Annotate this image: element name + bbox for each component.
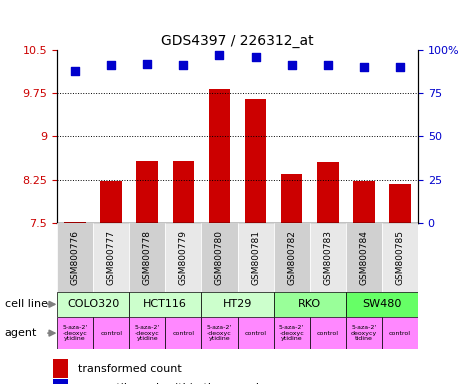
Bar [209, 89, 230, 223]
Point [216, 52, 223, 58]
Bar [100, 181, 122, 223]
Text: control: control [172, 331, 194, 336]
Text: 5-aza-2'
-deoxyc
ytidine: 5-aza-2' -deoxyc ytidine [62, 325, 88, 341]
Bar [317, 162, 339, 223]
Point [252, 54, 259, 60]
Bar [172, 161, 194, 223]
Point [324, 63, 332, 69]
Text: transformed count: transformed count [78, 364, 182, 374]
FancyBboxPatch shape [310, 223, 346, 292]
FancyBboxPatch shape [129, 223, 165, 292]
FancyBboxPatch shape [201, 292, 274, 317]
Text: SW480: SW480 [362, 299, 401, 310]
FancyBboxPatch shape [93, 223, 129, 292]
Text: control: control [100, 331, 122, 336]
Bar [64, 222, 86, 223]
Text: GSM800776: GSM800776 [71, 230, 79, 285]
Bar [136, 161, 158, 223]
FancyBboxPatch shape [346, 317, 382, 349]
FancyBboxPatch shape [310, 317, 346, 349]
Text: agent: agent [5, 328, 37, 338]
FancyBboxPatch shape [129, 317, 165, 349]
FancyBboxPatch shape [382, 317, 418, 349]
FancyBboxPatch shape [382, 223, 418, 292]
FancyBboxPatch shape [129, 292, 201, 317]
Text: GSM800784: GSM800784 [360, 230, 368, 285]
Text: percentile rank within the sample: percentile rank within the sample [78, 383, 266, 384]
Text: GSM800781: GSM800781 [251, 230, 260, 285]
FancyBboxPatch shape [93, 317, 129, 349]
Text: HT29: HT29 [223, 299, 252, 310]
Bar [353, 181, 375, 223]
Text: GSM800783: GSM800783 [323, 230, 332, 285]
FancyBboxPatch shape [165, 317, 201, 349]
Text: control: control [389, 331, 411, 336]
Point [396, 64, 404, 70]
Bar [389, 184, 411, 223]
Point [107, 63, 115, 69]
FancyBboxPatch shape [346, 292, 418, 317]
FancyBboxPatch shape [57, 223, 93, 292]
Text: cell line: cell line [5, 299, 48, 310]
Bar [245, 99, 266, 223]
Text: GSM800778: GSM800778 [143, 230, 152, 285]
FancyBboxPatch shape [57, 317, 93, 349]
FancyBboxPatch shape [201, 223, 238, 292]
FancyBboxPatch shape [346, 223, 382, 292]
Text: 5-aza-2'
-deoxyc
ytidine: 5-aza-2' -deoxyc ytidine [134, 325, 160, 341]
Point [180, 63, 187, 69]
Text: GSM800782: GSM800782 [287, 230, 296, 285]
FancyBboxPatch shape [238, 317, 274, 349]
Text: GSM800779: GSM800779 [179, 230, 188, 285]
Text: GSM800777: GSM800777 [107, 230, 115, 285]
Text: 5-aza-2'
deoxycy
tidine: 5-aza-2' deoxycy tidine [351, 325, 377, 341]
FancyBboxPatch shape [238, 223, 274, 292]
Text: control: control [317, 331, 339, 336]
Point [71, 68, 79, 74]
Text: GSM800780: GSM800780 [215, 230, 224, 285]
Text: GSM800785: GSM800785 [396, 230, 404, 285]
Title: GDS4397 / 226312_at: GDS4397 / 226312_at [161, 33, 314, 48]
Point [143, 61, 151, 67]
Text: RKO: RKO [298, 299, 321, 310]
Bar [281, 174, 303, 223]
Point [360, 64, 368, 70]
FancyBboxPatch shape [274, 317, 310, 349]
Text: control: control [245, 331, 266, 336]
Text: COLO320: COLO320 [67, 299, 119, 310]
FancyBboxPatch shape [201, 317, 238, 349]
Text: 5-aza-2'
-deoxyc
ytidine: 5-aza-2' -deoxyc ytidine [279, 325, 304, 341]
FancyBboxPatch shape [274, 223, 310, 292]
FancyBboxPatch shape [274, 292, 346, 317]
Text: HCT116: HCT116 [143, 299, 187, 310]
FancyBboxPatch shape [57, 292, 129, 317]
Text: 5-aza-2'
-deoxyc
ytidine: 5-aza-2' -deoxyc ytidine [207, 325, 232, 341]
FancyBboxPatch shape [165, 223, 201, 292]
Point [288, 63, 295, 69]
